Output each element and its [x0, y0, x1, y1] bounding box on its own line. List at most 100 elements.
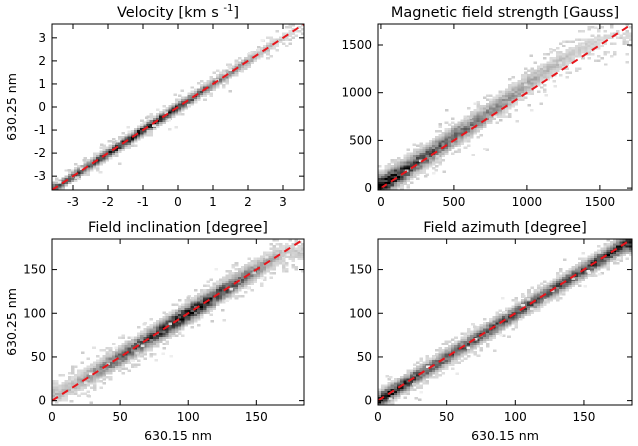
density-cell: [124, 146, 128, 149]
density-cell: [133, 140, 138, 143]
density-cell: [482, 109, 487, 112]
density-cell: [70, 179, 75, 183]
density-cell: [278, 40, 283, 44]
density-cell: [178, 299, 182, 302]
density-cell: [218, 301, 223, 304]
density-cell: [609, 255, 614, 259]
density-cell: [438, 156, 442, 160]
density-cell: [92, 165, 97, 168]
density-cell: [381, 400, 385, 404]
density-cell: [393, 388, 398, 391]
density-cell: [514, 82, 519, 85]
density-cell: [200, 90, 204, 93]
density-cell: [520, 311, 525, 315]
density-cell: [530, 309, 534, 313]
density-cell: [438, 138, 442, 141]
density-cell: [77, 175, 81, 178]
density-cell: [294, 239, 299, 242]
density-cell: [222, 69, 226, 73]
density-cell: [393, 384, 398, 387]
density-cell: [603, 245, 607, 248]
density-cell: [619, 241, 623, 244]
density-cell: [511, 104, 515, 108]
density-cell: [492, 98, 496, 102]
density-cell: [384, 171, 388, 174]
density-cell: [152, 115, 157, 118]
density-cell: [168, 324, 173, 327]
density-cell: [463, 340, 468, 344]
density-cell: [190, 307, 195, 310]
density-cell: [61, 185, 65, 189]
density-cell: [89, 165, 94, 168]
density-cell: [466, 144, 471, 147]
density-cell: [108, 156, 113, 160]
density-cell: [165, 340, 169, 344]
density-cell: [444, 357, 449, 360]
density-cell: [431, 357, 436, 360]
density-cell: [105, 154, 110, 158]
density-cell: [291, 247, 295, 250]
density-cell: [152, 340, 157, 344]
density-cell: [152, 330, 157, 333]
density-cell: [447, 340, 452, 344]
density-cell: [397, 179, 401, 183]
density-cell: [520, 84, 525, 87]
density-cell: [253, 274, 258, 277]
density-cell: [473, 336, 477, 339]
density-cell: [435, 365, 439, 369]
density-cell: [565, 280, 569, 283]
density-cell: [61, 179, 65, 183]
density-cell: [96, 363, 100, 366]
density-cell: [416, 158, 420, 162]
outlier-cell: [417, 398, 422, 402]
density-cell: [397, 378, 401, 381]
density-cell: [130, 351, 135, 354]
density-cell: [454, 359, 458, 362]
density-cell: [118, 144, 122, 147]
density-cell: [400, 169, 404, 172]
density-cell: [428, 375, 433, 379]
density-cell: [622, 40, 627, 44]
density-cell: [533, 82, 538, 85]
density-cell: [378, 392, 382, 396]
density-cell: [89, 169, 94, 172]
density-cell: [124, 342, 128, 346]
density-cell: [272, 268, 277, 271]
density-cell: [530, 292, 534, 296]
outlier-cell: [161, 352, 166, 356]
outlier-cell: [112, 140, 116, 144]
density-cell: [121, 365, 125, 369]
outlier-cell: [226, 63, 230, 66]
density-cell: [400, 375, 404, 379]
density-cell: [603, 34, 607, 37]
density-cell: [593, 59, 598, 62]
density-cell: [625, 36, 630, 39]
density-cell: [206, 80, 210, 83]
density-cell: [300, 32, 304, 35]
density-cell: [425, 361, 430, 364]
outlier-cell: [121, 367, 126, 371]
density-cell: [244, 65, 248, 68]
density-cell: [187, 98, 191, 102]
density-cell: [616, 251, 620, 254]
density-cell: [168, 334, 173, 337]
outlier-cell: [414, 396, 419, 400]
density-cell: [178, 307, 182, 310]
density-cell: [171, 324, 176, 327]
density-cell: [149, 326, 154, 329]
density-cell: [485, 115, 490, 118]
density-cell: [162, 326, 166, 329]
density-cell: [215, 295, 220, 298]
density-cell: [590, 26, 595, 29]
density-cell: [508, 113, 512, 116]
density-cell: [281, 34, 286, 37]
density-cell: [438, 163, 442, 166]
outlier-cell: [499, 333, 503, 337]
density-cell: [473, 334, 477, 337]
density-cell: [231, 284, 236, 288]
density-cell: [498, 107, 503, 110]
density-cell: [612, 247, 617, 250]
density-cell: [115, 142, 119, 145]
density-cell: [466, 125, 471, 129]
density-cell: [549, 50, 554, 54]
